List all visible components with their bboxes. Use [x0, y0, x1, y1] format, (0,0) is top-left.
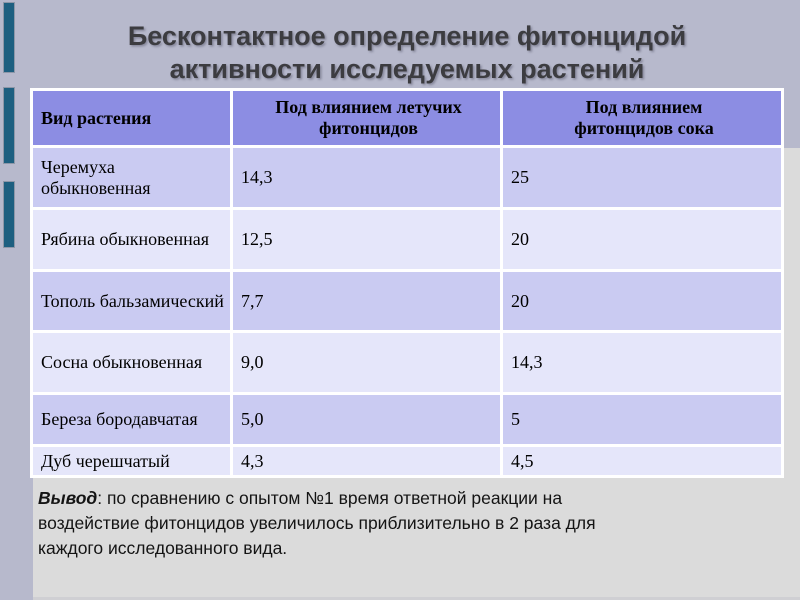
conclusion-line-1: Вывод: по сравнению с опытом №1 время от…	[38, 486, 738, 511]
cell-juice: 4,5	[503, 447, 781, 475]
title-line-1: Бесконтактное определение фитонцидой	[127, 21, 687, 51]
cell-juice: 20	[503, 272, 781, 330]
cell-juice: 14,3	[503, 333, 781, 392]
table-row: Дуб черешчатый 4,3 4,5	[33, 447, 781, 475]
cell-plant: Дуб черешчатый	[33, 447, 230, 475]
title-line-2: активности исследуемых растений	[169, 54, 645, 84]
table-row: Тополь бальзамический 7,7 20	[33, 272, 781, 330]
table-row: Черемуха обыкновенная 14,3 25	[33, 148, 781, 207]
cell-plant: Береза бородавчатая	[33, 395, 230, 444]
results-table: Вид растения Под влиянием летучих фитонц…	[30, 88, 784, 478]
table-row: Береза бородавчатая 5,0 5	[33, 395, 781, 444]
column-header-plant: Вид растения	[33, 91, 230, 145]
conclusion-line-2: воздействие фитонцидов увеличилось прибл…	[38, 513, 596, 533]
column-header-volatile: Под влиянием летучих фитонцидов	[233, 91, 500, 145]
conclusion-line-1-text: : по сравнению с опытом №1 время ответно…	[97, 488, 563, 508]
accent-bar-2	[3, 87, 15, 164]
cell-volatile: 7,7	[233, 272, 500, 330]
table-row: Сосна обыкновенная 9,0 14,3	[33, 333, 781, 392]
cell-plant: Тополь бальзамический	[33, 272, 230, 330]
cell-juice: 20	[503, 210, 781, 269]
cell-volatile: 5,0	[233, 395, 500, 444]
cell-plant: Черемуха обыкновенная	[33, 148, 230, 207]
cell-volatile: 4,3	[233, 447, 500, 475]
cell-plant: Сосна обыкновенная	[33, 333, 230, 392]
cell-volatile: 12,5	[233, 210, 500, 269]
cell-plant: Рябина обыкновенная	[33, 210, 230, 269]
cell-volatile: 9,0	[233, 333, 500, 392]
conclusion: Вывод: по сравнению с опытом №1 время от…	[38, 486, 738, 561]
cell-volatile: 14,3	[233, 148, 500, 207]
cell-juice: 25	[503, 148, 781, 207]
cell-juice: 5	[503, 395, 781, 444]
table-row: Рябина обыкновенная 12,5 20	[33, 210, 781, 269]
accent-bar-1	[3, 2, 15, 73]
slide-title: Бесконтактное определение фитонцидой акт…	[30, 20, 784, 86]
column-header-juice: Под влиянием фитонцидов сока	[503, 91, 781, 145]
conclusion-line-3: каждого исследованного вида.	[38, 538, 288, 558]
accent-bar-3	[3, 181, 15, 248]
conclusion-label: Вывод	[38, 488, 98, 508]
table-header-row: Вид растения Под влиянием летучих фитонц…	[33, 91, 781, 145]
